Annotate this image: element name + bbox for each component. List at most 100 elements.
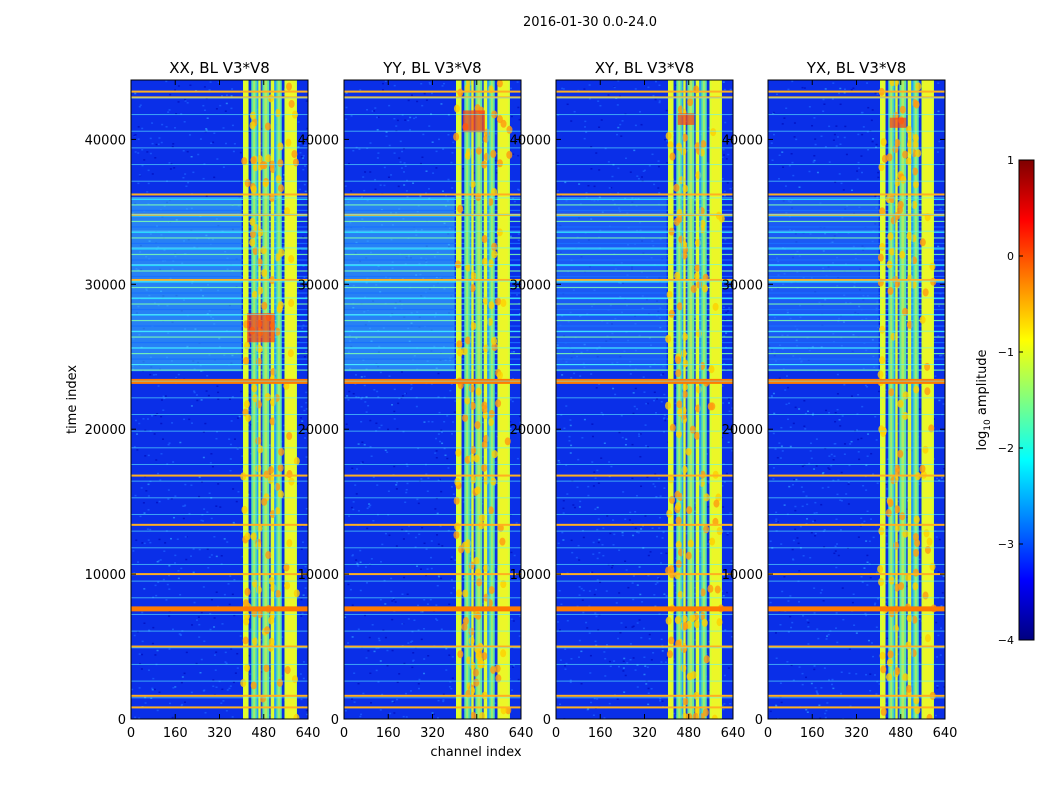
- y-tick-label: 40000: [298, 133, 339, 148]
- rfi-blotch: [877, 565, 884, 574]
- rfi-blotch: [491, 450, 498, 459]
- noise-row: [131, 297, 308, 300]
- rfi-channel-band: [683, 80, 686, 719]
- rfi-channel-core: [909, 80, 911, 719]
- rfi-blotch: [919, 464, 926, 473]
- noisy-time-band: [344, 197, 455, 372]
- y-tick-label: 20000: [85, 423, 126, 438]
- noise-row: [768, 226, 945, 228]
- noise-row: [556, 292, 733, 294]
- noise-row: [131, 231, 308, 234]
- noise-row: [556, 204, 733, 206]
- thin-row: [768, 663, 945, 665]
- thin-row: [344, 630, 521, 632]
- y-tick-label: 40000: [85, 133, 126, 148]
- rfi-blotch: [475, 387, 482, 396]
- rfi-blotch: [257, 445, 264, 454]
- rfi-blotch: [674, 571, 681, 580]
- thin-row: [344, 513, 521, 515]
- thin-row: [556, 530, 733, 532]
- rfi-blotch: [252, 637, 259, 646]
- noise-row: [768, 314, 945, 316]
- thin-row: [768, 547, 945, 549]
- noise-row: [344, 341, 521, 344]
- thin-row: [556, 364, 733, 365]
- noise-row: [131, 369, 308, 371]
- rfi-time-row: [556, 90, 733, 93]
- rfi-blotch: [703, 655, 710, 664]
- noise-row: [344, 264, 521, 267]
- rfi-blotch: [894, 505, 901, 514]
- rfi-blotch: [475, 611, 482, 620]
- rfi-blotch: [926, 713, 933, 719]
- thin-row: [556, 630, 733, 632]
- thin-row: [131, 330, 308, 332]
- thin-row: [768, 330, 945, 332]
- rfi-blotch: [263, 470, 270, 479]
- rfi-blotch: [680, 664, 687, 673]
- noise-row: [131, 308, 308, 311]
- rfi-blotch: [464, 84, 471, 93]
- rfi-channel-core: [286, 80, 295, 719]
- rfi-blotch: [283, 563, 290, 572]
- rfi-blotch: [468, 384, 475, 393]
- rfi-blotch: [243, 612, 250, 621]
- noise-row: [556, 319, 733, 322]
- rfi-blotch: [686, 506, 693, 515]
- colorbar-tick-label: −3: [998, 538, 1014, 551]
- thin-row: [768, 680, 945, 682]
- rfi-blotch: [879, 242, 886, 251]
- rfi-blotch: [880, 707, 887, 716]
- thin-row: [768, 430, 945, 432]
- rfi-blotch: [899, 512, 906, 521]
- rfi-channel-band: [483, 80, 488, 719]
- rfi-blotch: [924, 387, 931, 396]
- rfi-blotch: [685, 551, 692, 560]
- rfi-blotch: [912, 134, 919, 143]
- rfi-blotch: [473, 454, 480, 463]
- y-tick-label: 0: [118, 713, 126, 728]
- noise-row: [556, 308, 733, 311]
- rfi-blotch: [881, 154, 888, 163]
- rfi-blotch: [878, 163, 885, 172]
- rfi-blotch: [249, 121, 256, 130]
- band-gap: [893, 80, 896, 719]
- rfi-blotch: [685, 447, 692, 456]
- noise-row: [131, 325, 308, 327]
- rfi-time-row: [344, 523, 521, 526]
- thin-row: [131, 513, 308, 515]
- rfi-blotch: [894, 139, 901, 148]
- rfi-blotch: [456, 340, 463, 349]
- thin-row: [131, 613, 308, 615]
- rfi-channel-core: [711, 80, 720, 719]
- rfi-blotch: [278, 184, 285, 193]
- thin-row: [768, 214, 945, 216]
- rfi-blotch: [681, 332, 688, 341]
- rfi-blotch: [244, 341, 251, 350]
- rfi-time-row: [344, 645, 521, 648]
- rfi-time-row: [768, 193, 945, 196]
- rfi-blotch: [692, 712, 699, 719]
- rfi-blotch: [716, 618, 723, 627]
- rfi-channel-band: [258, 80, 261, 719]
- rfi-blotch: [689, 425, 696, 434]
- rfi-blotch: [676, 214, 683, 223]
- rfi-time-row: [768, 645, 945, 648]
- thin-row: [344, 497, 521, 499]
- rfi-time-row: [556, 694, 733, 697]
- rfi-blotch: [250, 681, 257, 690]
- rfi-blotch: [264, 392, 271, 401]
- thin-row: [344, 97, 521, 99]
- noise-row: [131, 248, 308, 250]
- rfi-blotch: [890, 332, 897, 341]
- rfi-blotch: [461, 347, 468, 356]
- rfi-blotch: [454, 522, 461, 531]
- rfi-blotch: [453, 530, 460, 539]
- peak-region: [677, 113, 695, 125]
- y-tick-label: 30000: [510, 278, 551, 293]
- noise-row: [131, 220, 308, 223]
- rfi-blotch: [682, 359, 689, 368]
- rfi-blotch: [261, 269, 268, 278]
- noise-row: [131, 336, 308, 338]
- rfi-blotch: [680, 349, 687, 358]
